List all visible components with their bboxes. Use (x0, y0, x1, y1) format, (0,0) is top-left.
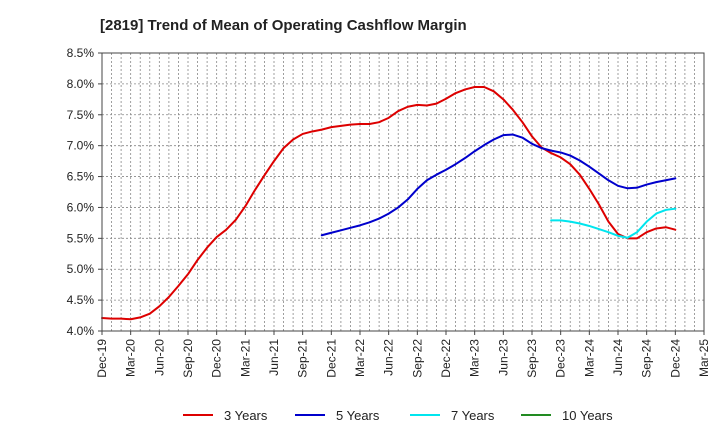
x-tick-label: Sep-20 (181, 339, 195, 378)
x-tick-label: Mar-25 (697, 339, 711, 377)
x-tick-label: Dec-21 (324, 339, 338, 378)
y-tick-label: 8.5% (67, 46, 95, 60)
x-tick-label: Dec-19 (95, 339, 109, 378)
x-tick-label: Mar-24 (582, 339, 596, 377)
y-tick-label: 4.0% (67, 324, 95, 338)
x-tick-label: Sep-24 (640, 339, 654, 378)
x-tick-label: Jun-24 (611, 339, 625, 376)
x-tick-label: Dec-20 (210, 339, 224, 378)
y-tick-label: 6.0% (67, 200, 95, 214)
legend-label: 5 Years (336, 408, 380, 423)
x-tick-label: Mar-23 (468, 339, 482, 377)
series-lines (101, 85, 677, 321)
y-tick-label: 7.0% (67, 139, 95, 153)
x-tick-label: Jun-21 (267, 339, 281, 376)
series-line-5-years (320, 133, 677, 237)
y-tick-label: 6.5% (67, 170, 95, 184)
x-tick-label: Dec-24 (668, 339, 682, 378)
x-axis-ticks: Dec-19 Mar-20 Jun-20 Sep-20 Dec-20 Mar-21 Jun-… (95, 331, 711, 378)
plot-frame (101, 52, 705, 332)
y-tick-label: 5.5% (67, 231, 95, 245)
x-tick-label: Jun-23 (496, 339, 510, 376)
x-tick-label: Sep-23 (525, 339, 539, 378)
legend-label: 3 Years (224, 408, 268, 423)
legend: 3 Years 5 Years 7 Years 10 Years (183, 408, 613, 423)
legend-label: 7 Years (451, 408, 495, 423)
x-tick-label: Jun-20 (152, 339, 166, 376)
x-tick-label: Dec-23 (554, 339, 568, 378)
legend-label: 10 Years (562, 408, 613, 423)
x-tick-label: Dec-22 (439, 339, 453, 378)
y-tick-label: 5.0% (67, 262, 95, 276)
x-tick-label: Mar-20 (124, 339, 138, 377)
series-line-3-years (101, 85, 677, 321)
grid-lines (102, 53, 704, 331)
chart-title: [2819] Trend of Mean of Operating Cashfl… (100, 17, 467, 34)
y-tick-label: 7.5% (67, 108, 95, 122)
y-tick-label: 4.5% (67, 293, 95, 307)
x-tick-label: Sep-21 (296, 339, 310, 378)
x-tick-label: Sep-22 (410, 339, 424, 378)
y-tick-label: 8.0% (67, 77, 95, 91)
x-tick-label: Mar-22 (353, 339, 367, 377)
series-line-7-years (550, 207, 677, 239)
x-tick-label: Jun-22 (382, 339, 396, 376)
y-axis-ticks: 4.0% 4.5% 5.0% 5.5% 6.0% 6.5% 7.0% 7.5% 8.0% 8.5% (67, 46, 102, 338)
x-tick-label: Mar-21 (238, 339, 252, 377)
